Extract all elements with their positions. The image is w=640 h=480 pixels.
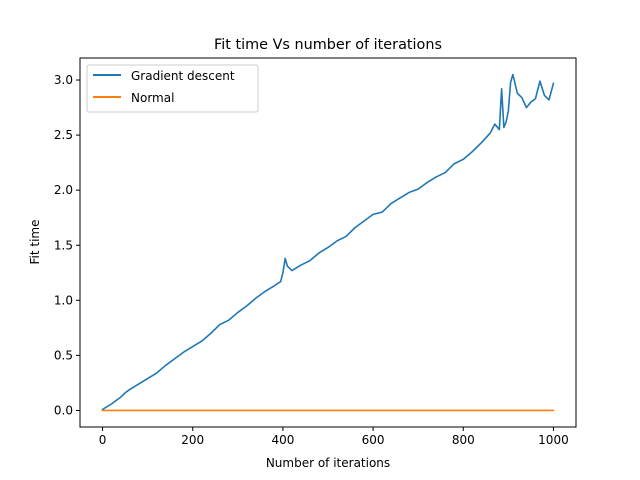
x-tick-label: 800 (452, 433, 475, 447)
x-tick-label: 0 (99, 433, 107, 447)
legend-box (86, 64, 259, 113)
y-tick-label: 0.5 (54, 348, 73, 362)
y-tick-label: 2.5 (54, 128, 73, 142)
axis-ticks: 0 200 400 600 800 1000 0.0 0.5 1.0 1.5 2.0 2.5 3.0 (54, 73, 569, 447)
y-tick-label: 3.0 (54, 73, 73, 87)
x-tick-label: 600 (362, 433, 385, 447)
plot-area-frame (79, 57, 577, 428)
y-axis-label: Fit time (28, 220, 42, 265)
y-tick-label: 0.0 (54, 403, 73, 417)
y-tick-label: 1.0 (54, 293, 73, 307)
legend-label-gradient-descent: Gradient descent (131, 69, 235, 83)
y-tick-label: 2.0 (54, 183, 73, 197)
legend-label-normal: Normal (131, 91, 174, 105)
x-tick-label: 1000 (538, 433, 569, 447)
x-tick-label: 200 (181, 433, 204, 447)
y-tick-label: 1.5 (54, 238, 73, 252)
chart-title: Fit time Vs number of iterations (214, 37, 442, 53)
x-axis-label: Number of iterations (266, 456, 390, 470)
x-tick-label: 400 (271, 433, 294, 447)
series-layer (101, 73, 555, 412)
series-line-gradient-descent (101, 73, 555, 411)
legend: Gradient descent Normal (86, 64, 259, 113)
